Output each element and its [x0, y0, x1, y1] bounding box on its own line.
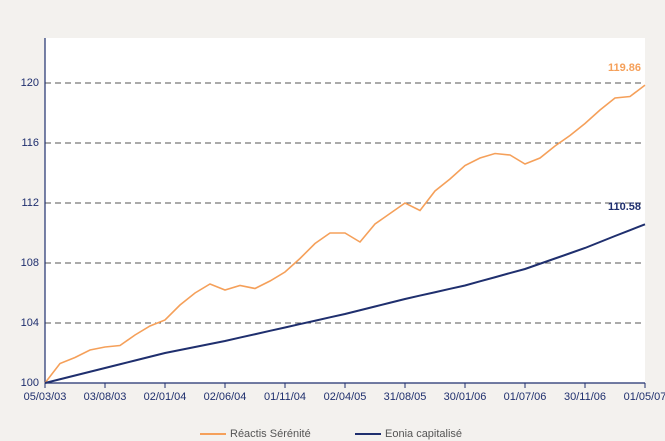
x-tick-label: 01/11/04	[264, 391, 306, 403]
end-value-label: 110.58	[608, 201, 641, 213]
y-tick-label: 104	[21, 317, 39, 329]
x-tick-label: 30/11/06	[564, 391, 606, 403]
x-tick-label: 03/08/03	[84, 391, 127, 403]
y-tick-label: 116	[21, 137, 39, 149]
x-tick-label: 02/04/05	[324, 391, 367, 403]
plot-area	[45, 38, 645, 383]
x-tick-label: 01/07/06	[504, 391, 547, 403]
legend-label: Eonia capitalisé	[385, 428, 462, 440]
x-tick-label: 01/05/07	[624, 391, 665, 403]
x-tick-label: 05/03/03	[24, 391, 67, 403]
y-tick-label: 120	[21, 77, 39, 89]
line-series	[44, 223, 646, 384]
x-tick-label: 02/06/04	[204, 391, 247, 403]
end-value-label: 119.86	[608, 62, 641, 74]
x-tick-label: 30/01/06	[444, 391, 487, 403]
legend-label: Réactis Sérénité	[230, 428, 311, 440]
y-tick-label: 108	[21, 257, 39, 269]
x-tick-label: 31/08/05	[384, 391, 427, 403]
x-tick-label: 02/01/04	[144, 391, 187, 403]
y-tick-label: 112	[21, 197, 39, 209]
line-series	[44, 84, 646, 384]
y-tick-label: 100	[21, 377, 39, 389]
